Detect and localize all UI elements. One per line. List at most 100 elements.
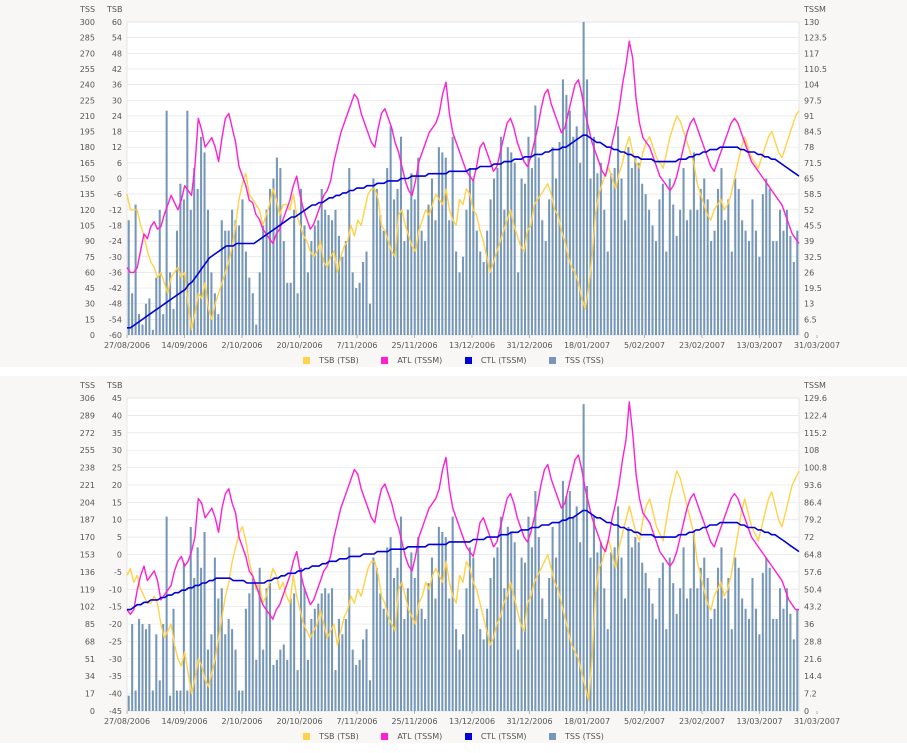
tss-bar <box>141 624 144 711</box>
tss-bar <box>486 608 489 711</box>
tss-axis-tick: 68 <box>85 637 95 646</box>
tsb-axis-tick: -10 <box>109 585 122 594</box>
tss-bar <box>503 588 506 711</box>
tss-bar <box>648 588 651 711</box>
legend-item-tss[interactable]: TSS (TSS) <box>549 356 604 365</box>
tss-bar <box>444 537 447 711</box>
tss-bar <box>723 220 726 335</box>
tsb-axis-tick: 24 <box>112 112 122 121</box>
legend-swatch-tss <box>549 733 557 740</box>
tss-bar <box>747 618 751 711</box>
tss-bar <box>648 209 651 335</box>
tss-bar <box>796 608 799 711</box>
tss-bar <box>792 639 795 711</box>
legend-item-atl[interactable]: ATL (TSSM) <box>381 356 442 365</box>
tss-bar <box>327 593 330 711</box>
tss-bar <box>430 557 434 711</box>
tsb-axis-label: TSB <box>106 381 122 390</box>
tss-bar <box>785 588 788 711</box>
tss-bar <box>417 157 420 335</box>
tss-bar <box>703 178 706 335</box>
tss-bar <box>331 220 334 335</box>
tss-bar <box>727 578 730 711</box>
tss-bar <box>623 598 627 711</box>
tss-bar <box>155 277 158 335</box>
x-axis-tick: 2/10/2006 <box>221 341 262 350</box>
legend-item-tsb[interactable]: TSB (TSB) <box>303 732 359 741</box>
tss-bar <box>337 235 340 335</box>
tss-bar <box>551 147 554 335</box>
tss-bar <box>658 578 661 711</box>
legend-item-tss[interactable]: TSS (TSS) <box>549 732 604 741</box>
tssm-axis-tick: 21.6 <box>804 655 822 664</box>
tss-bar <box>737 188 740 335</box>
tsb-axis-tick: 40 <box>112 411 122 420</box>
tss-bar <box>613 547 616 711</box>
tss-bar <box>365 251 368 335</box>
tssm-axis-tick: 7.2 <box>804 690 817 699</box>
tss-axis-tick: 165 <box>80 159 95 168</box>
tss-bar <box>555 557 558 711</box>
tss-bar <box>175 690 179 711</box>
tss-bar <box>730 629 733 711</box>
tss-bar <box>358 282 361 335</box>
tssm-axis-tick: 129.6 <box>804 394 827 403</box>
tssm-axis-label: TSSM <box>803 381 826 390</box>
tss-bar <box>582 22 585 335</box>
tss-bar <box>754 230 757 335</box>
legend-item-atl[interactable]: ATL (TSSM) <box>381 732 442 741</box>
tss-axis-tick: 289 <box>80 411 95 420</box>
tss-axis-tick: 15 <box>85 315 95 324</box>
tss-bar <box>148 298 151 335</box>
tss-bar <box>213 293 216 335</box>
tss-bar <box>313 225 316 335</box>
tss-bar <box>410 173 413 335</box>
tss-bar <box>275 157 278 335</box>
tss-bar <box>572 136 575 335</box>
tss-bar <box>286 282 289 335</box>
tss-bar <box>268 583 272 711</box>
tss-bar <box>630 547 633 711</box>
tss-bar <box>458 649 461 711</box>
tss-bar <box>486 230 489 335</box>
tss-bar <box>689 588 692 711</box>
x-axis-tick: 18/01/2007 <box>564 341 610 350</box>
tss-bar <box>617 506 620 711</box>
tss-bar <box>475 230 478 335</box>
legend-swatch-tss <box>549 357 557 364</box>
tss-bar <box>258 272 261 335</box>
tss-bar <box>751 199 754 335</box>
tss-bar <box>575 506 578 711</box>
tss-bar <box>479 629 482 711</box>
tss-bar <box>386 168 389 335</box>
tss-bar <box>186 110 189 335</box>
tss-bar <box>151 329 154 335</box>
legend-item-tsb[interactable]: TSB (TSB) <box>303 356 359 365</box>
tss-bar <box>348 547 351 711</box>
tss-bar <box>310 618 313 711</box>
tss-bar <box>437 526 440 711</box>
tss-bar <box>779 588 782 711</box>
legend-item-ctl[interactable]: CTL (TSSM) <box>464 356 526 365</box>
x-axis-tick: 20/10/2006 <box>276 717 322 726</box>
tss-bar <box>506 526 509 711</box>
tss-bar <box>627 526 630 711</box>
tss-bar <box>403 618 406 711</box>
tss-bar <box>744 608 747 711</box>
tss-bar <box>362 261 365 335</box>
tss-bar <box>482 639 485 711</box>
tss-bar <box>262 225 265 335</box>
tss-bar <box>344 241 347 335</box>
legend-item-ctl[interactable]: CTL (TSSM) <box>464 732 526 741</box>
tss-axis-tick: 204 <box>80 498 95 507</box>
tssm-axis-tick: 6.5 <box>804 315 817 324</box>
tssm-axis-tick: 65 <box>804 175 814 184</box>
tss-bar <box>606 629 609 711</box>
tss-bar <box>337 618 340 711</box>
tss-bar <box>513 162 516 335</box>
tsb-axis-tick: 60 <box>112 18 122 27</box>
tss-bar <box>747 241 751 335</box>
tss-bar <box>520 178 523 335</box>
